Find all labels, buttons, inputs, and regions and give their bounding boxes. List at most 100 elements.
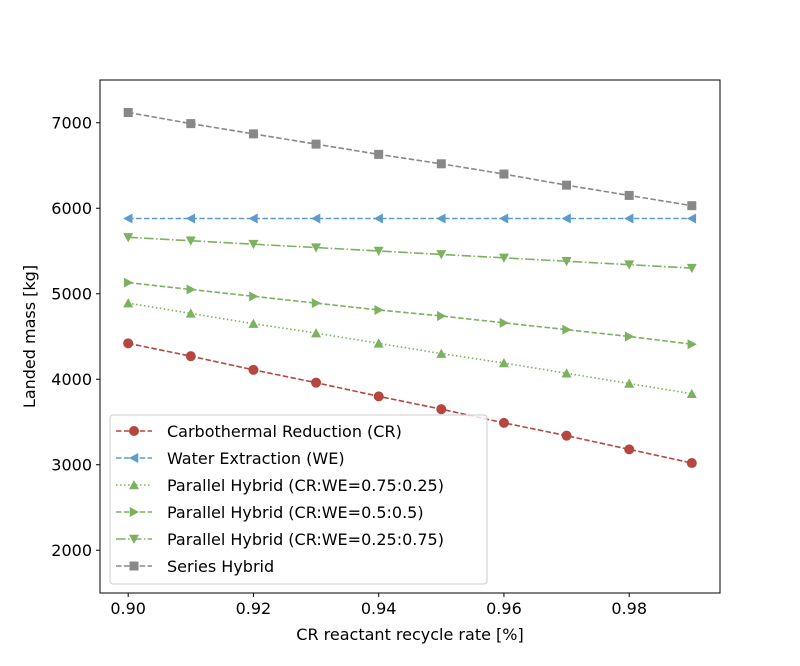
series-2	[123, 213, 697, 224]
data-point	[498, 253, 509, 263]
legend-label: Carbothermal Reduction (CR)	[167, 422, 402, 441]
data-point	[374, 304, 384, 315]
axis-ticks: 0.90 0.92 0.94 0.96 0.98 2000 3000 4000 5000 6000…	[51, 113, 647, 618]
y-tick-label: 3000	[51, 455, 92, 474]
legend-label: Parallel Hybrid (CR:WE=0.5:0.5)	[167, 503, 424, 522]
data-point	[499, 317, 509, 328]
series-4	[123, 277, 697, 350]
data-point	[498, 417, 509, 428]
x-tick-label: 0.98	[611, 599, 647, 618]
data-point	[123, 338, 134, 349]
data-point	[248, 239, 259, 250]
data-point	[311, 377, 322, 388]
data-point	[373, 391, 384, 402]
legend-marker	[129, 534, 139, 544]
series-line	[128, 302, 692, 395]
legend-item: Carbothermal Reduction (CR)	[116, 422, 402, 441]
series-3	[123, 298, 697, 399]
data-point	[624, 331, 635, 342]
series-line	[128, 111, 692, 207]
legend-marker	[129, 426, 139, 436]
legend-label: Parallel Hybrid (CR:WE=0.75:0.25)	[167, 476, 444, 495]
data-point	[561, 257, 572, 267]
data-point	[436, 213, 446, 224]
legend-marker	[129, 453, 139, 463]
data-point	[561, 430, 572, 441]
y-tick-label: 5000	[51, 284, 92, 303]
data-point	[624, 260, 635, 270]
legend-items: Carbothermal Reduction (CR) Water Extract…	[116, 422, 444, 576]
legend-label: Parallel Hybrid (CR:WE=0.25:0.75)	[167, 530, 444, 549]
data-point	[561, 213, 571, 224]
x-tick-label: 0.96	[486, 599, 522, 618]
legend-box	[109, 414, 488, 585]
data-point	[624, 190, 634, 200]
data-point	[123, 277, 134, 288]
legend-label: Water Extraction (WE)	[167, 449, 345, 468]
data-point	[561, 368, 572, 378]
data-point	[436, 250, 447, 260]
data-point	[498, 213, 509, 224]
data-point	[311, 243, 322, 253]
y-tick-label: 4000	[51, 370, 92, 389]
data-point	[436, 404, 447, 415]
y-tick-label: 6000	[51, 199, 92, 218]
data-point	[373, 338, 384, 348]
data-point	[248, 318, 259, 328]
data-point	[624, 213, 634, 224]
series-layer	[123, 107, 697, 469]
data-point	[185, 351, 196, 362]
data-point	[248, 129, 258, 139]
series-5	[123, 233, 697, 274]
data-point	[436, 159, 446, 169]
legend-marker	[129, 480, 139, 490]
legend-item: Series Hybrid	[116, 557, 274, 576]
data-point	[562, 324, 572, 335]
legend-item: Parallel Hybrid (CR:WE=0.5:0.5)	[116, 503, 424, 522]
data-point	[624, 444, 635, 455]
data-point	[248, 364, 259, 375]
legend-item: Water Extraction (WE)	[116, 449, 345, 468]
series-line	[128, 342, 692, 464]
plot-frame	[99, 79, 721, 594]
data-point	[437, 310, 447, 321]
data-point	[311, 139, 321, 149]
data-point	[373, 246, 384, 256]
y-axis-label: Landed mass [kg]	[20, 265, 39, 408]
x-tick-label: 0.90	[110, 599, 146, 618]
legend-item: Parallel Hybrid (CR:WE=0.75:0.25)	[116, 476, 444, 495]
legend-label: Series Hybrid	[167, 557, 274, 576]
legend-marker	[129, 561, 139, 571]
data-point	[249, 291, 259, 302]
x-tick-label: 0.92	[236, 599, 272, 618]
series-1	[123, 338, 697, 469]
data-point	[499, 169, 509, 179]
data-point	[687, 201, 697, 211]
legend: Carbothermal Reduction (CR) Water Extract…	[109, 414, 488, 585]
data-point	[436, 348, 447, 358]
data-point	[686, 213, 697, 224]
legend-item: Parallel Hybrid (CR:WE=0.25:0.75)	[116, 530, 444, 549]
data-point	[374, 149, 384, 159]
data-point	[311, 213, 321, 224]
data-point	[311, 298, 322, 309]
series-line	[128, 236, 692, 269]
data-point	[123, 213, 133, 224]
x-axis-label: CR reactant recycle rate [%]	[296, 625, 523, 644]
legend-marker	[129, 507, 139, 517]
data-point	[562, 180, 572, 190]
data-point	[185, 308, 196, 318]
data-point	[248, 213, 258, 224]
x-tick-label: 0.94	[361, 599, 397, 618]
data-point	[186, 119, 196, 129]
data-point	[686, 388, 697, 399]
data-point	[123, 233, 134, 243]
y-tick-label: 2000	[51, 541, 92, 560]
data-point	[373, 213, 383, 224]
data-point	[123, 298, 134, 308]
data-point	[311, 328, 322, 338]
data-point	[624, 378, 635, 388]
data-point	[185, 236, 196, 246]
data-point	[686, 263, 697, 274]
